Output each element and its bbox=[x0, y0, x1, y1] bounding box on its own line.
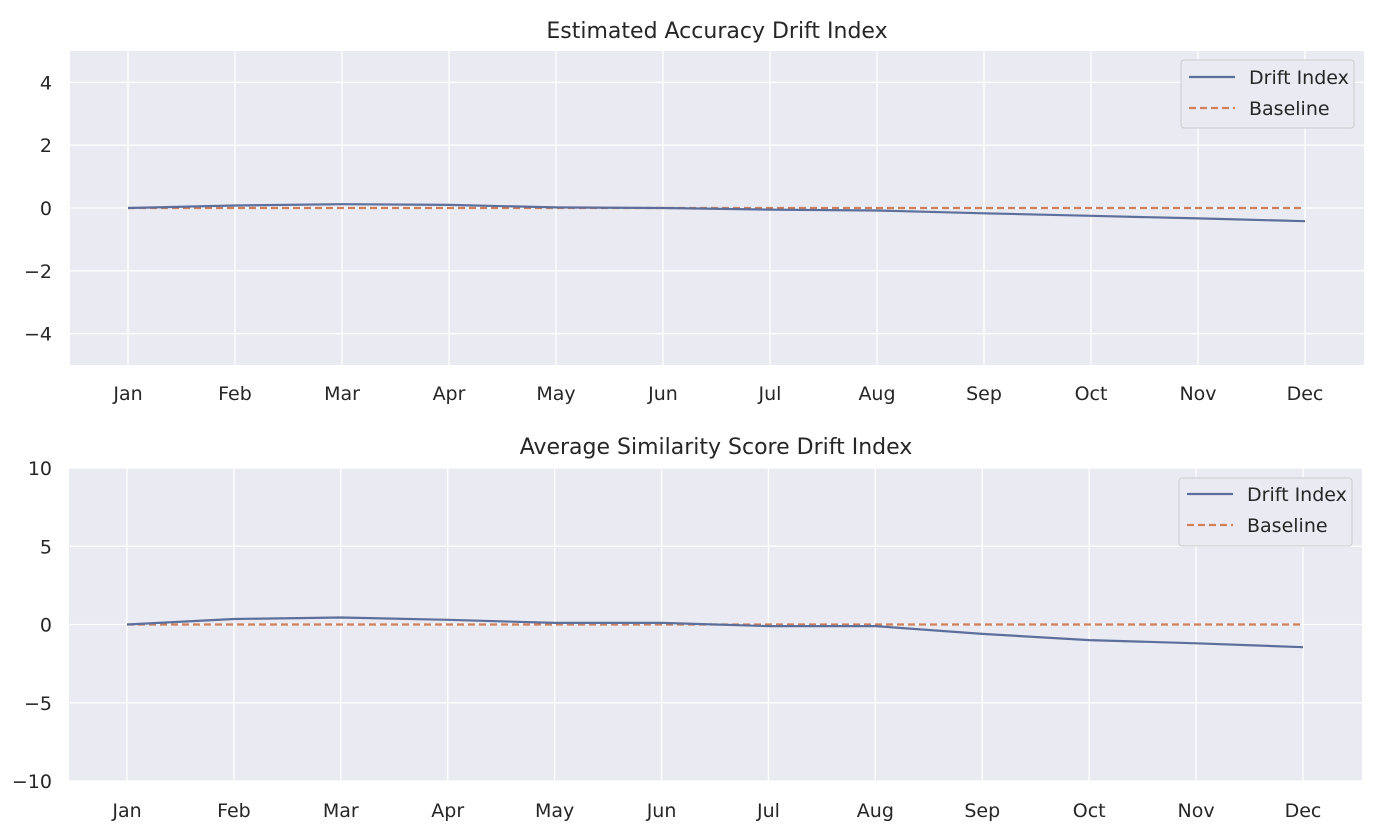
x-tick-label: Feb bbox=[217, 800, 251, 822]
legend: Drift Index Baseline bbox=[1180, 59, 1355, 129]
x-tick-label: Apr bbox=[433, 383, 466, 405]
y-tick-label: 4 bbox=[40, 72, 52, 94]
x-tick-label: Dec bbox=[1285, 800, 1322, 822]
x-tick-label: Sep bbox=[966, 383, 1002, 405]
y-tick-label: −2 bbox=[24, 261, 52, 283]
y-tick-label: 2 bbox=[40, 135, 52, 157]
y-tick-label: −4 bbox=[24, 324, 52, 346]
x-tick-label: Jul bbox=[756, 800, 780, 822]
x-tick-label: Aug bbox=[857, 800, 894, 822]
x-tick-label: Jun bbox=[647, 383, 678, 405]
x-tick-label: Aug bbox=[858, 383, 895, 405]
x-tick-label: Feb bbox=[218, 383, 252, 405]
legend: Drift Index Baseline bbox=[1178, 477, 1353, 547]
y-tick-label: −5 bbox=[24, 693, 52, 715]
legend-label-baseline: Baseline bbox=[1247, 515, 1328, 537]
series-lines bbox=[126, 616, 1304, 649]
y-axis-ticks: 4 2 0 −2 −4 bbox=[24, 72, 52, 345]
x-tick-label: Mar bbox=[324, 383, 360, 405]
series-line-drift-index bbox=[127, 203, 1306, 223]
x-tick-label: Mar bbox=[323, 800, 359, 822]
x-tick-label: Nov bbox=[1179, 383, 1216, 405]
y-tick-label: 10 bbox=[28, 458, 52, 480]
x-tick-label: Dec bbox=[1287, 383, 1324, 405]
x-tick-label: Jun bbox=[646, 800, 677, 822]
y-tick-label: 0 bbox=[40, 198, 52, 220]
legend-label-drift-index: Drift Index bbox=[1247, 484, 1347, 506]
x-tick-label: Jul bbox=[758, 383, 782, 405]
legend-label-baseline: Baseline bbox=[1249, 98, 1330, 120]
accuracy-drift-chart: Estimated Accuracy Drift Index 4 2 0 −2 −4 J… bbox=[24, 19, 1364, 405]
chart-title: Estimated Accuracy Drift Index bbox=[546, 19, 887, 44]
x-tick-label: Nov bbox=[1178, 800, 1215, 822]
y-tick-label: −10 bbox=[12, 771, 52, 793]
y-axis-ticks: 10 5 0 −5 −10 bbox=[12, 458, 52, 793]
series-lines bbox=[127, 203, 1306, 223]
x-tick-label: Sep bbox=[964, 800, 1000, 822]
y-tick-label: 0 bbox=[40, 615, 52, 637]
x-tick-label: Oct bbox=[1075, 383, 1108, 405]
series-line-drift-index bbox=[126, 616, 1304, 649]
x-axis-ticks: Jan Feb Mar Apr May Jun Jul Aug Sep Oct Nov Dec bbox=[111, 800, 1321, 822]
y-tick-label: 5 bbox=[40, 536, 52, 558]
x-axis-ticks: Jan Feb Mar Apr May Jun Jul Aug Sep Oct Nov Dec bbox=[112, 383, 1323, 405]
x-tick-label: Jan bbox=[111, 800, 141, 822]
x-tick-label: Oct bbox=[1073, 800, 1106, 822]
x-tick-label: Apr bbox=[431, 800, 464, 822]
legend-label-drift-index: Drift Index bbox=[1249, 67, 1349, 89]
similarity-drift-chart: Average Similarity Score Drift Index 10 5… bbox=[12, 435, 1362, 822]
x-tick-label: Jan bbox=[112, 383, 142, 405]
x-tick-label: May bbox=[535, 800, 574, 822]
x-tick-label: May bbox=[536, 383, 575, 405]
chart-title: Average Similarity Score Drift Index bbox=[520, 435, 913, 460]
